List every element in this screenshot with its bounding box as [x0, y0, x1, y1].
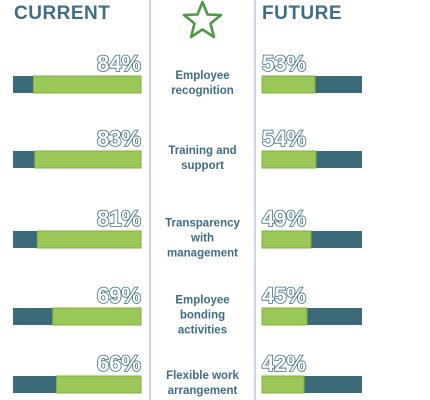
current-bar	[32, 75, 142, 94]
current-value-label: 66%	[97, 351, 141, 376]
future-header: FUTURE	[262, 3, 342, 24]
category-label: activities	[178, 325, 227, 337]
current-bar	[36, 230, 142, 249]
category-label: Training and	[168, 145, 236, 157]
current-value-label: 84%	[97, 51, 141, 76]
current-bar	[34, 150, 142, 169]
category-label: recognition	[171, 85, 234, 97]
current-bar	[52, 307, 142, 326]
future-value-label: 54%	[262, 126, 306, 151]
future-bar	[261, 230, 312, 249]
current-bar	[56, 375, 142, 394]
future-bar	[261, 150, 317, 169]
category-label: management	[167, 248, 238, 260]
future-bar	[261, 75, 316, 94]
category-label: Employee	[175, 295, 229, 307]
current-value-label: 83%	[97, 126, 141, 151]
category-label: support	[181, 160, 224, 172]
star-outline-icon	[182, 0, 223, 39]
category-label: Transparency	[165, 218, 240, 230]
current-value-label: 69%	[97, 283, 141, 308]
future-bar	[261, 375, 305, 394]
category-label: with	[190, 233, 214, 245]
category-label: Employee	[175, 70, 229, 82]
category-label: arrangement	[168, 385, 238, 397]
future-bar	[261, 307, 308, 326]
category-label: Flexible work	[166, 370, 239, 382]
future-value-label: 49%	[262, 206, 306, 231]
current-header: CURRENT	[14, 3, 110, 24]
future-value-label: 53%	[262, 51, 306, 76]
future-value-label: 42%	[262, 351, 306, 376]
future-value-label: 45%	[262, 283, 306, 308]
current-value-label: 81%	[97, 206, 141, 231]
category-label: bonding	[180, 310, 225, 322]
